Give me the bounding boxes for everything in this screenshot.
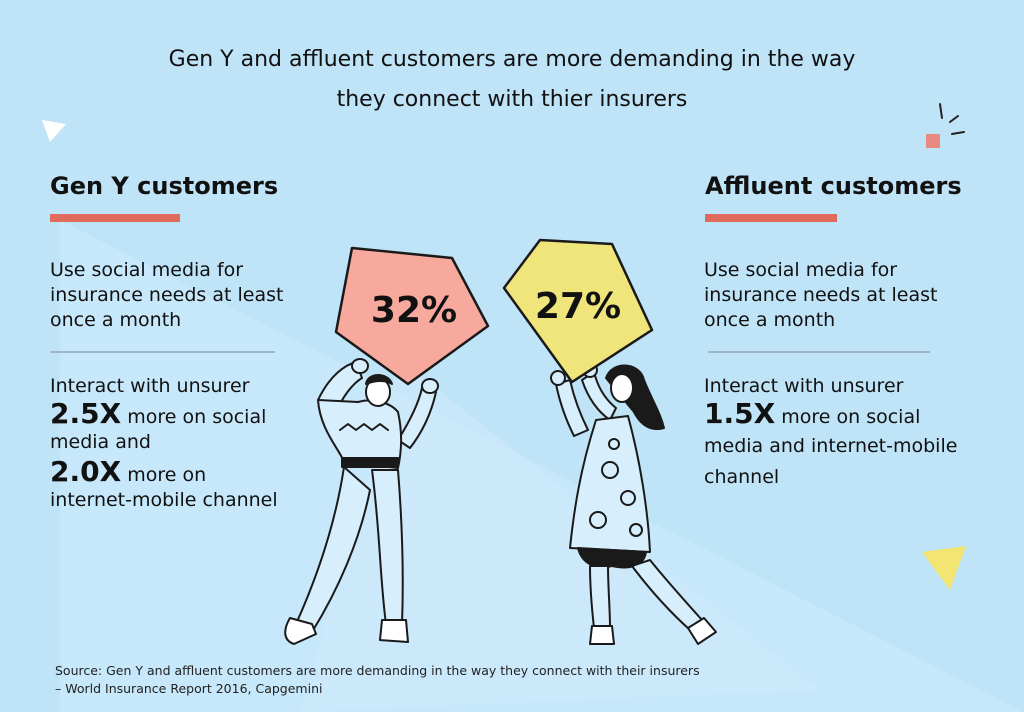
- affluent-heading: Affluent customers: [705, 172, 962, 200]
- yellow-triangle-decoration: [922, 546, 966, 590]
- page-title: Gen Y and affluent customers are more de…: [0, 40, 1024, 120]
- affluent-stat-interact: Interact with unsurer 1.5X more on socia…: [704, 375, 958, 488]
- man-figure: [284, 358, 439, 645]
- title-line-1: Gen Y and affluent customers are more de…: [168, 47, 856, 72]
- white-triangle-decoration: [42, 120, 66, 142]
- pink-square-decoration: [926, 134, 940, 148]
- gen-y-divider: [50, 351, 275, 353]
- right-percentage-sign: 27%: [502, 238, 654, 384]
- left-percentage-value: 32%: [371, 290, 457, 331]
- gen-y-stat-social-monthly: Use social media for insurance needs at …: [50, 259, 284, 331]
- affluent-divider: [708, 351, 930, 353]
- affluent-stat-social-monthly: Use social media for insurance needs at …: [704, 259, 938, 331]
- left-percentage-sign: 32%: [334, 246, 490, 386]
- gen-y-stat-interact: Interact with unsurer 2.5X more on socia…: [50, 375, 278, 511]
- title-line-2: they connect with thier insurers: [336, 87, 688, 112]
- woman-figure: [550, 362, 717, 645]
- source-citation: Source: Gen Y and affluent customers are…: [55, 663, 700, 696]
- affluent-multiplier-social: 1.5X: [704, 397, 776, 430]
- gen-y-multiplier-social: 2.5X: [50, 397, 122, 430]
- gen-y-multiplier-mobile: 2.0X: [50, 455, 122, 488]
- affluent-accent-bar: [705, 214, 837, 222]
- right-percentage-value: 27%: [535, 286, 621, 327]
- sparkle-decoration: [939, 103, 965, 135]
- gen-y-heading: Gen Y customers: [50, 172, 279, 200]
- gen-y-accent-bar: [50, 214, 180, 222]
